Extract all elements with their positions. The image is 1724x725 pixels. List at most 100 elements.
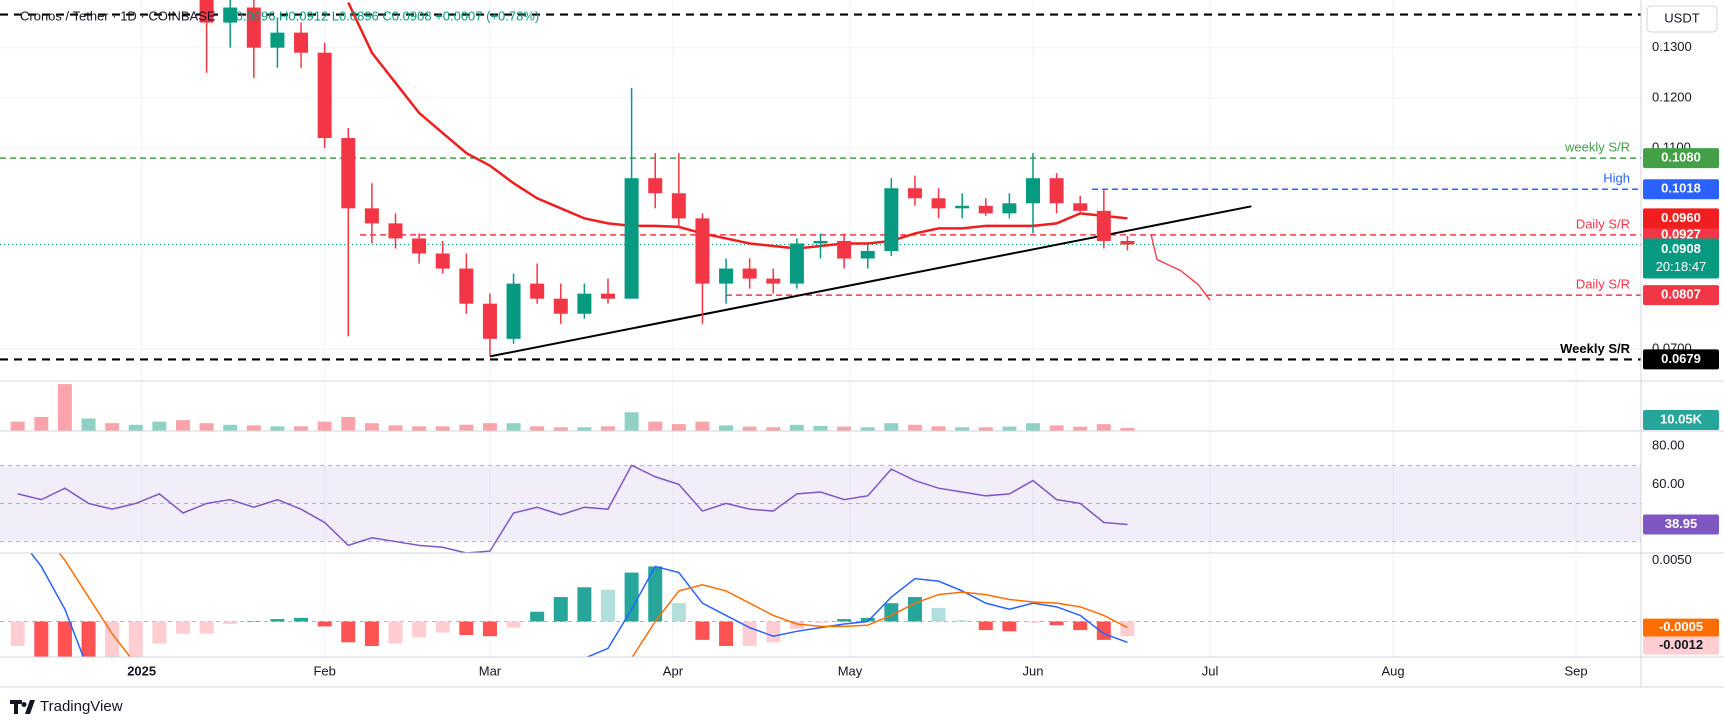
candle [341,128,356,337]
volume-bar [1120,427,1135,431]
candle-body [624,178,639,299]
level-price-bg [1643,148,1719,169]
x-tick-label: Sep [1564,663,1587,678]
moving-average [347,1,1128,250]
level-price-text: 0.0679 [1661,351,1701,366]
y-tick-label: 80.00 [1652,438,1685,453]
candle [553,283,568,324]
candle [813,233,828,259]
volume-bar [506,423,521,431]
signal-label: -0.0005 [1643,618,1719,637]
volume-bar [907,424,922,431]
histogram-bar [57,621,72,657]
last-price-bg [1643,238,1719,279]
histogram-bar [128,621,143,657]
candle-body [577,293,592,314]
chart-title: Cronos / Tether · 1D · COINBASE [20,8,216,23]
candle [884,178,899,257]
candle-body [955,205,970,209]
volume-bar [388,425,403,431]
histogram-bar [105,621,120,657]
histogram-bar [388,621,403,644]
candle-body [199,0,214,23]
candle [860,243,875,269]
candle [246,0,261,78]
histogram-bar [978,621,993,631]
volume-bar [624,412,639,431]
candle [1002,193,1017,219]
volume-bar [813,426,828,431]
candle-body [246,7,261,48]
volume-bar [34,416,49,431]
currency: USDT [1664,10,1699,25]
x-tick-label: Jul [1202,663,1219,678]
candle-body [978,205,993,214]
level-label: weekly S/R [1564,140,1630,155]
volume-bar [270,426,285,431]
ma-price: 0.0960 [1643,208,1719,229]
volume-bar [719,425,734,431]
macd-pane [0,553,1641,657]
level-price-text: 0.0927 [1661,226,1701,241]
level-label: Weekly S/R [1560,341,1630,356]
candle [648,153,663,209]
candle-body [341,138,356,209]
volume-bar [105,423,120,431]
volume-bar [81,418,96,431]
candle-body [435,253,450,269]
candle-body [1002,203,1017,214]
histogram-bar [695,621,710,640]
candle-body [671,193,686,219]
axes: 2025 Feb Mar Apr May Jun Jul Aug Sep0.07000.1100… [127,39,1719,678]
candle-body [1120,240,1135,245]
level-price: 0.1018 [1643,179,1719,200]
histogram-bar [482,621,497,637]
volume-bar [837,426,852,431]
brand: TradingView [10,698,123,715]
level-price-text: 0.0807 [1661,287,1701,302]
candle [1049,173,1064,214]
histogram-bar [719,621,734,646]
level-label: Daily S/R [1576,277,1630,292]
volume-bar [175,420,190,431]
countdown-text: 20:18:47 [1656,259,1707,274]
histogram-bar [246,621,261,623]
histogram-bar [907,597,922,622]
x-tick-label: Apr [663,663,684,678]
volume-bar [742,426,757,431]
level-price-text: 0.1018 [1661,181,1701,196]
candle-body [931,198,946,209]
candle-body [648,178,663,194]
candle [789,238,804,289]
histogram-bar [1073,621,1088,631]
volume-bar [364,423,379,431]
candle [270,17,285,68]
candle-body [1073,203,1088,211]
candle [482,293,497,357]
volume-bar [152,421,167,431]
currency-frame [1646,5,1718,33]
y-tick-label: 0.1300 [1652,39,1692,54]
volume-bar [246,425,261,431]
candle-body [294,32,309,53]
histogram-bar [1026,621,1041,623]
candle [1120,235,1135,251]
histogram-bar [813,621,828,623]
histogram-bar [459,621,474,635]
y-tick-label: 0.1200 [1652,89,1692,104]
candle-body [506,283,521,339]
volume-bar [10,421,25,431]
candle-body [789,243,804,284]
candle [199,0,214,73]
volume-label: 10.05K [1643,410,1719,430]
y-tick-label: 0.0050 [1652,552,1692,567]
histogram-bar [837,619,852,622]
candle-body [860,250,875,259]
volume-bar [978,427,993,431]
candle [530,263,545,304]
histogram-bar [624,572,639,622]
candle [1073,195,1088,214]
signal-line [58,553,1128,657]
candle-body [884,188,899,251]
